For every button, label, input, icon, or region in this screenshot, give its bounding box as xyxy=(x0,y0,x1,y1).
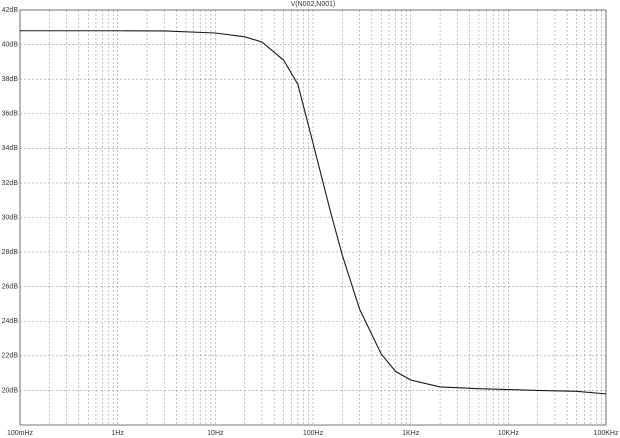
y-tick-label: 32dB xyxy=(2,180,19,187)
y-tick-label: 22dB xyxy=(2,353,19,360)
x-tick-label: 100Hz xyxy=(303,430,324,437)
x-tick-label: 1Hz xyxy=(111,430,124,437)
x-tick-label: 10Hz xyxy=(207,430,224,437)
x-tick-label: 100mHz xyxy=(7,430,34,437)
x-tick-label: 1KHz xyxy=(402,430,420,437)
chart-title: V(N002,N001) xyxy=(291,1,336,8)
y-tick-label: 28dB xyxy=(2,249,19,256)
y-tick-label: 34dB xyxy=(2,145,19,152)
plot-frame xyxy=(19,9,607,426)
y-tick-label: 36dB xyxy=(2,111,19,118)
y-tick-label: 26dB xyxy=(2,284,19,291)
series-line xyxy=(20,30,607,395)
y-tick-label: 42dB xyxy=(2,7,19,14)
y-tick-label: 40dB xyxy=(2,41,19,48)
y-tick-label: 24dB xyxy=(2,318,19,325)
x-tick-label: 10KHz xyxy=(498,430,520,437)
y-tick-label: 20dB xyxy=(2,387,19,394)
y-tick-label: 30dB xyxy=(2,214,19,221)
y-tick-label: 38dB xyxy=(2,76,19,83)
x-tick-label: 100KHz xyxy=(594,430,619,437)
